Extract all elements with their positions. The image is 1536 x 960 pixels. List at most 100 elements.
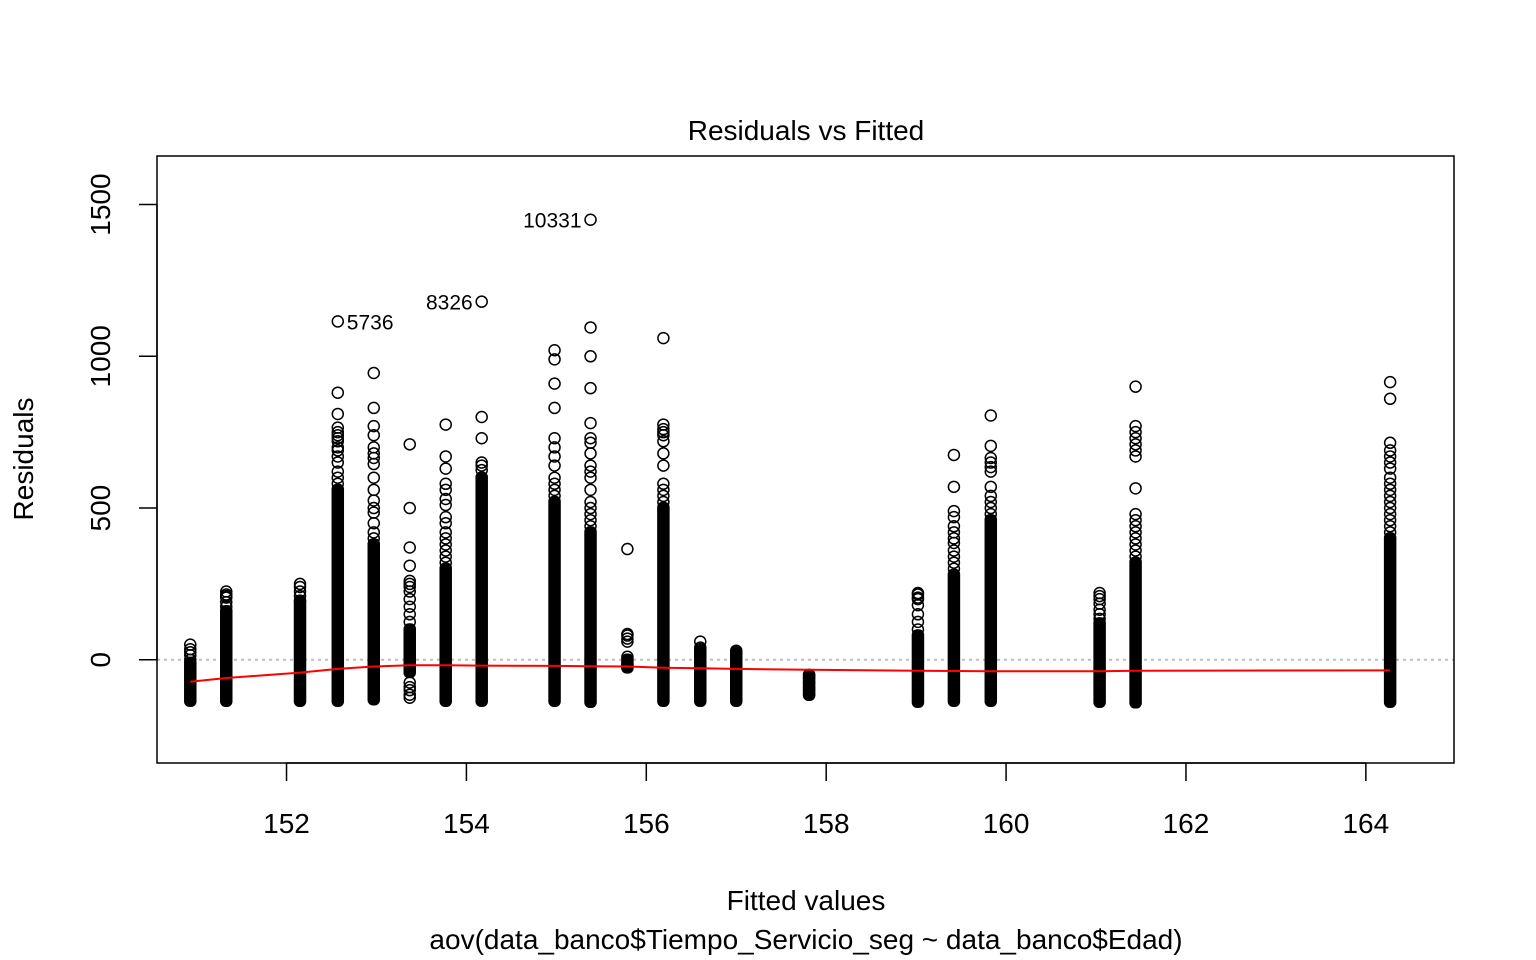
dense-points-band [1093, 617, 1106, 708]
residual-point [439, 556, 452, 569]
residual-point [1383, 489, 1397, 503]
point-labels-layer: 10331 8326 5736 [331, 210, 597, 334]
residual-point [1093, 603, 1106, 616]
residual-point [802, 671, 816, 685]
residual-point [293, 594, 307, 607]
residual-point [802, 683, 816, 697]
residual-point [911, 615, 925, 629]
dense-points-band [657, 501, 670, 708]
residual-point [584, 459, 597, 472]
residual-point [439, 526, 452, 539]
residual-point [475, 456, 488, 469]
y-tick-label: 500 [85, 485, 116, 532]
residual-point [802, 680, 816, 694]
outlier-point [331, 315, 345, 328]
residual-point [1383, 477, 1397, 491]
residual-point [331, 444, 345, 457]
residual-point [293, 580, 307, 594]
residual-point [1093, 608, 1106, 621]
outlier-label: 5736 [347, 311, 394, 334]
residual-point [439, 532, 452, 545]
residual-point [584, 471, 597, 484]
outlier-label: 8326 [426, 292, 473, 315]
residual-point [1383, 471, 1397, 484]
residual-point [802, 676, 816, 689]
x-axis: 152 154 156 158 160 162 164 [263, 762, 1389, 839]
residual-point [1129, 444, 1142, 457]
residual-point [220, 600, 233, 613]
fitted-group-3 [331, 386, 345, 708]
residual-point [331, 428, 345, 442]
residual-point [621, 629, 634, 642]
residual-point [367, 494, 381, 507]
residual-point [331, 407, 345, 421]
residual-point [439, 510, 452, 524]
smooth-line [190, 664, 1391, 683]
residual-point [403, 541, 416, 554]
residual-point [584, 520, 597, 533]
residual-point [548, 401, 561, 415]
residual-point [331, 425, 345, 439]
y-tick-label: 1500 [85, 173, 116, 235]
residual-point [548, 343, 561, 357]
x-tick-label: 160 [983, 808, 1030, 839]
residual-point [1383, 495, 1397, 509]
y-tick-label: 1000 [85, 325, 116, 387]
residual-point [584, 321, 597, 334]
residual-point [584, 350, 597, 363]
residual-point [403, 691, 416, 704]
residual-point [984, 489, 998, 503]
residual-point [657, 425, 670, 439]
residual-point [548, 432, 561, 445]
residual-point [984, 460, 998, 474]
residual-point [331, 456, 345, 469]
residual-point [657, 489, 670, 503]
fitted-group-0 [184, 638, 197, 708]
residual-point [475, 459, 488, 472]
residual-point [657, 422, 670, 436]
dense-points-band [947, 568, 961, 708]
residual-point [367, 526, 381, 539]
residual-point [947, 520, 961, 533]
outlier-label: 10331 [523, 210, 581, 233]
dense-points-band [475, 471, 488, 708]
residual-point [984, 409, 998, 422]
residual-point [984, 439, 998, 453]
residual-point [1129, 520, 1142, 533]
fitted-group-2 [293, 577, 307, 708]
residual-point [403, 592, 416, 606]
residual-point [911, 623, 925, 636]
residual-point [367, 501, 381, 515]
axes-layer: 152 154 156 158 160 162 164 0 500 1000 1500 [85, 173, 1389, 839]
residual-point [439, 418, 452, 431]
residual-point [621, 542, 634, 556]
residual-point [1383, 436, 1397, 450]
residual-point [657, 447, 670, 460]
fitted-group-7 [475, 410, 488, 708]
points-layer [184, 321, 1397, 709]
residual-point [331, 435, 345, 448]
fitted-group-10 [621, 542, 634, 674]
fitted-group-13 [729, 644, 743, 708]
fitted-group-12 [694, 635, 707, 708]
residual-point [367, 428, 381, 442]
chart-subtitle: aov(data_banco$Tiempo_Servicio_seg ~ dat… [429, 924, 1182, 955]
residual-point [621, 632, 634, 645]
residual-point [694, 635, 707, 648]
residual-point [439, 477, 452, 491]
x-tick-label: 164 [1342, 808, 1389, 839]
dense-points-band [293, 595, 307, 708]
residual-point [1383, 444, 1397, 457]
x-tick-label: 158 [803, 808, 850, 839]
fitted-group-16 [947, 448, 961, 708]
residual-point [367, 419, 381, 433]
residual-point [1383, 392, 1397, 406]
residual-point [475, 410, 488, 424]
residual-point [403, 600, 416, 613]
residual-point [439, 483, 452, 497]
residual-point [367, 471, 381, 484]
smooth-line-layer [190, 664, 1391, 683]
residual-point [657, 483, 670, 497]
dense-points-band [220, 605, 233, 708]
residual-point [439, 498, 452, 512]
